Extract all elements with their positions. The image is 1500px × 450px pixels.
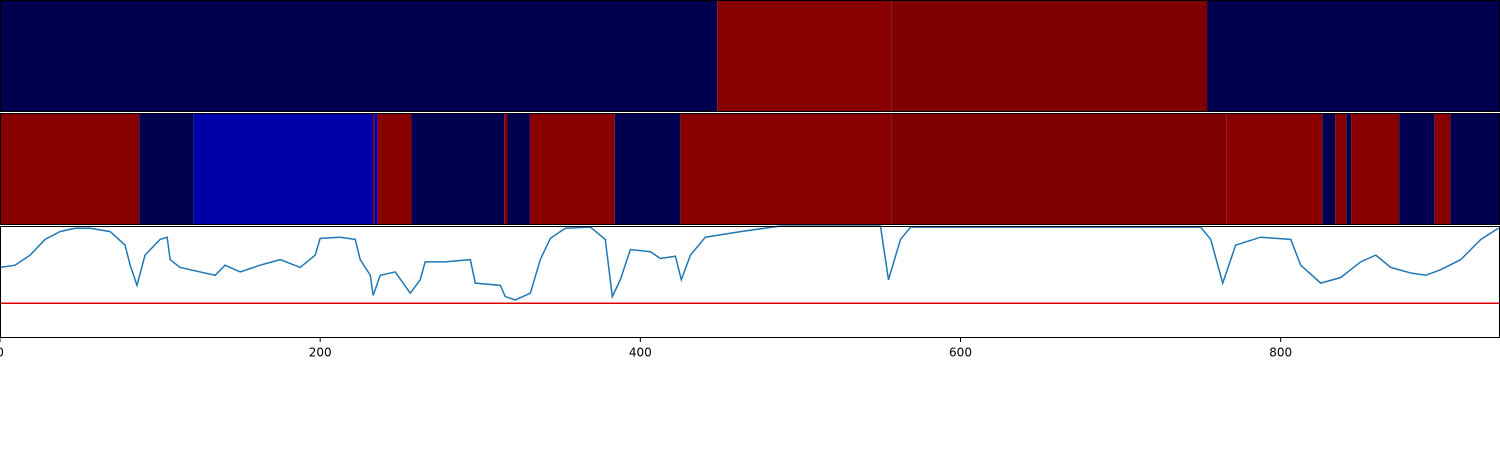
strip-segment xyxy=(1351,113,1400,225)
strip-segment xyxy=(1434,113,1451,225)
strip-segment xyxy=(0,113,140,225)
strip-segment xyxy=(139,113,194,225)
x-tick-label: 800 xyxy=(1269,346,1292,360)
strip-segment xyxy=(507,113,530,225)
strip-segment xyxy=(411,113,505,225)
strip-segment xyxy=(1335,113,1347,225)
strip-segment xyxy=(891,0,1208,112)
x-tick-label: 600 xyxy=(949,346,972,360)
x-tick-label: 200 xyxy=(309,346,332,360)
data-line xyxy=(0,225,1499,301)
strip-segment xyxy=(717,0,892,112)
x-tick-label: 400 xyxy=(629,346,652,360)
strip-segment xyxy=(1207,0,1500,112)
x-tick-label: 0 xyxy=(0,346,4,360)
strip-segment xyxy=(377,113,412,225)
strip-segment xyxy=(529,113,615,225)
strip-segment xyxy=(1450,113,1500,225)
strip-segment xyxy=(891,113,1227,225)
strip-segment xyxy=(1226,113,1323,225)
strip-segment xyxy=(1346,113,1352,225)
strip-segment xyxy=(614,113,681,225)
strip-segment xyxy=(1322,113,1336,225)
strip-segment xyxy=(0,0,718,112)
strip-segment xyxy=(193,113,373,225)
strip-segment xyxy=(680,113,892,225)
strip-segment xyxy=(504,113,508,225)
strip-segment xyxy=(374,113,378,225)
strip-segment xyxy=(372,113,375,225)
panel-frame xyxy=(0,226,1500,338)
strip-segment xyxy=(1399,113,1435,225)
